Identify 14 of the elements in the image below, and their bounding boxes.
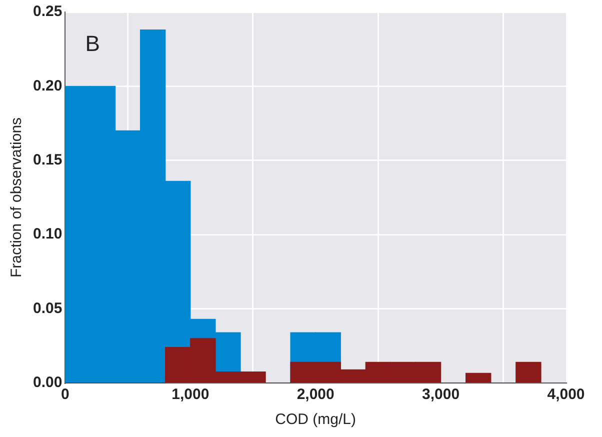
y-tick-label: 0.25 xyxy=(32,3,62,20)
x-tick-label: 3,000 xyxy=(422,386,460,404)
y-tick-label: 0.00 xyxy=(32,374,62,392)
annotation: B xyxy=(85,31,100,56)
x-tick-label: 2,000 xyxy=(296,386,334,404)
x-tick-label: 1,000 xyxy=(172,386,210,404)
y-tick-label: 0.10 xyxy=(32,226,62,243)
y-axis-title: Fraction of observations xyxy=(8,117,26,278)
x-axis-title: COD (mg/L) xyxy=(275,411,356,428)
x-tick-label: 0 xyxy=(61,386,70,404)
y-tick-label: 0.20 xyxy=(32,77,62,94)
y-tick-label: 0.15 xyxy=(32,152,62,169)
y-tick-label: 0.05 xyxy=(32,300,62,317)
x-tick-label: 4,000 xyxy=(547,386,585,404)
